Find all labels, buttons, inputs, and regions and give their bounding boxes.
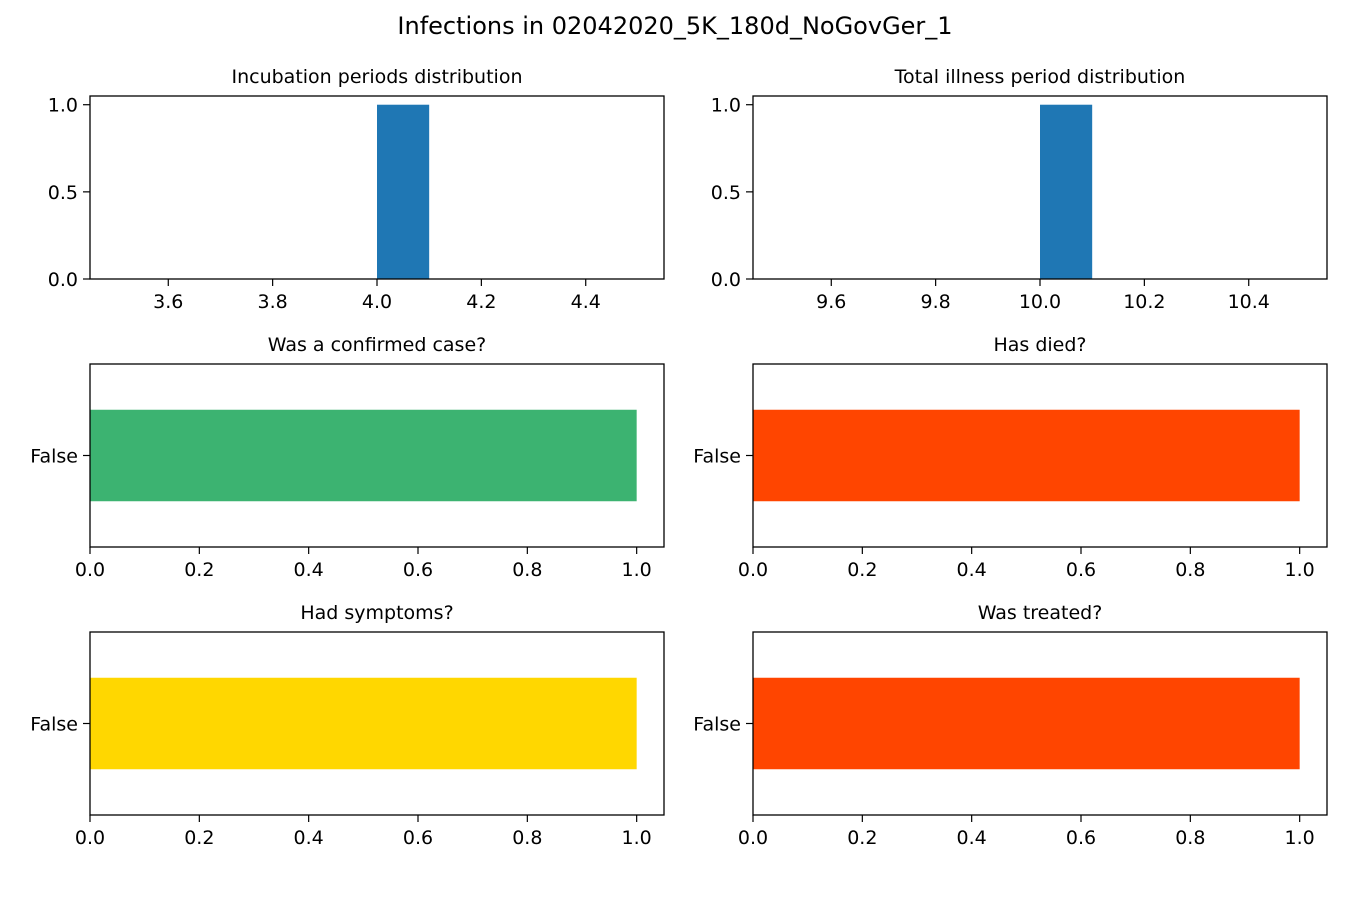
axes-frame (752, 631, 1328, 816)
figure-title: Infections in 02042020_5K_180d_NoGovGer_… (397, 12, 953, 40)
subplot-5: Had symptoms? False 0.0 0.2 0.4 0.6 0.8 1.0 (30, 602, 665, 849)
axes-frame (89, 363, 665, 548)
y-tick-label: 0.5 (711, 182, 741, 204)
axes-frame (752, 95, 1328, 280)
x-tick-label: 9.8 (921, 291, 951, 313)
y-tick-label: 0.5 (48, 182, 78, 204)
subplot-title: Was a confirmed case? (268, 334, 486, 356)
category-label: False (30, 714, 78, 736)
x-tick-label: 0.2 (184, 559, 214, 581)
category-label: False (30, 446, 78, 468)
x-tick-label: 0.8 (1175, 559, 1205, 581)
subplot-title: Was treated? (978, 602, 1103, 624)
bar (90, 677, 637, 770)
x-tick-label: 4.0 (362, 291, 392, 313)
subplot-6: Was treated? False 0.0 0.2 0.4 0.6 0.8 1.0 (693, 602, 1328, 849)
axes-frame (752, 363, 1328, 548)
x-tick-label: 10.4 (1228, 291, 1270, 313)
x-tick-label: 0.0 (75, 827, 105, 849)
x-tick-label: 0.6 (1066, 559, 1096, 581)
bar (753, 677, 1300, 770)
subplot-title: Has died? (993, 334, 1086, 356)
x-tick-label: 0.6 (403, 559, 433, 581)
x-tick-label: 0.4 (957, 827, 987, 849)
x-tick-label: 1.0 (622, 827, 652, 849)
y-tick-label: 1.0 (48, 95, 78, 117)
bar (753, 409, 1300, 502)
x-tick-label: 0.4 (294, 559, 324, 581)
x-tick-label: 0.6 (1066, 827, 1096, 849)
x-tick-label: 0.4 (957, 559, 987, 581)
x-tick-label: 0.2 (847, 559, 877, 581)
category-label: False (693, 446, 741, 468)
histogram-bar (377, 104, 430, 279)
category-label: False (693, 714, 741, 736)
axes-frame (89, 631, 665, 816)
subplot-4: Has died? False 0.0 0.2 0.4 0.6 0.8 1.0 (693, 334, 1328, 581)
x-tick-label: 0.8 (512, 827, 542, 849)
x-tick-label: 4.4 (571, 291, 601, 313)
x-tick-label: 0.0 (75, 559, 105, 581)
subplot-title: Total illness period distribution (894, 66, 1186, 88)
x-tick-label: 0.0 (738, 827, 768, 849)
x-tick-label: 1.0 (1285, 559, 1315, 581)
subplot-3: Was a confirmed case? False 0.0 0.2 0.4 0.6 0.… (30, 334, 665, 581)
x-tick-label: 4.2 (466, 291, 496, 313)
x-tick-label: 9.6 (816, 291, 846, 313)
y-tick-label: 1.0 (711, 95, 741, 117)
x-tick-label: 10.2 (1123, 291, 1165, 313)
bar (90, 409, 637, 502)
x-tick-label: 0.8 (512, 559, 542, 581)
x-tick-label: 0.8 (1175, 827, 1205, 849)
histogram-bar (1040, 104, 1093, 279)
axes-frame (89, 95, 665, 280)
x-tick-label: 1.0 (1285, 827, 1315, 849)
subplot-1: Incubation periods distribution 3.6 3.8 4.0… (48, 66, 665, 313)
subplot-title: Incubation periods distribution (231, 66, 522, 88)
subplot-title: Had symptoms? (300, 602, 453, 624)
x-tick-label: 0.0 (738, 559, 768, 581)
y-tick-label: 0.0 (711, 269, 741, 291)
x-tick-label: 3.6 (153, 291, 183, 313)
x-tick-label: 0.2 (184, 827, 214, 849)
x-tick-label: 3.8 (258, 291, 288, 313)
subplot-2: Total illness period distribution 9.6 9.8 1… (711, 66, 1328, 313)
x-tick-label: 0.4 (294, 827, 324, 849)
y-tick-label: 0.0 (48, 269, 78, 291)
x-tick-label: 1.0 (622, 559, 652, 581)
x-tick-label: 10.0 (1019, 291, 1061, 313)
x-tick-label: 0.6 (403, 827, 433, 849)
x-tick-label: 0.2 (847, 827, 877, 849)
